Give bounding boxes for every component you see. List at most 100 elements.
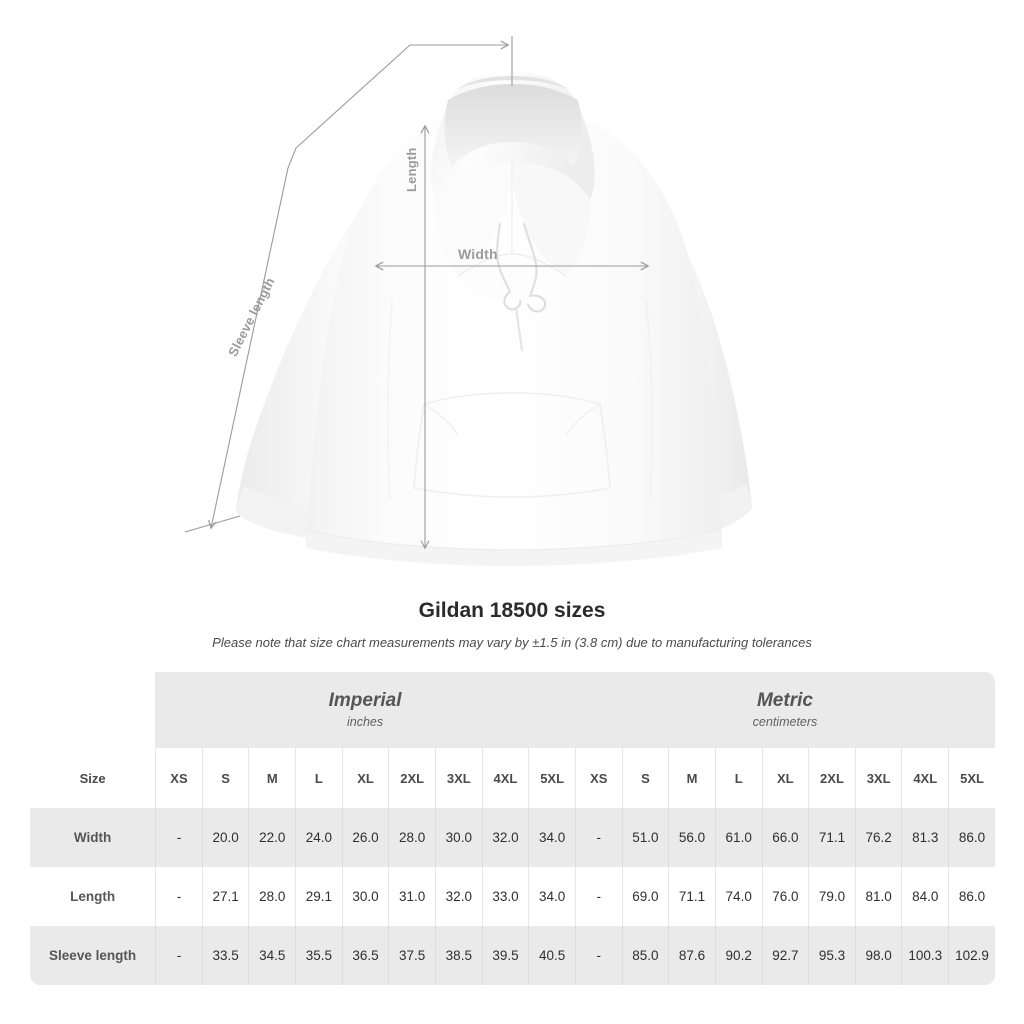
size-chart-table: Imperial inches Metric centimeters Size XS S M L… [30,672,995,985]
cell-sleeve-length-imperial-xs: - [155,926,202,985]
cell-length-imperial-xs: - [155,867,202,926]
hoodie-garment [236,72,752,566]
size-header-cell-xs-metric: XS [574,748,622,808]
size-header-cell-4xl-metric: 4XL [901,748,949,808]
size-header-cell-xl-metric: XL [761,748,809,808]
cell-sleeve-length-metric-m: 87.6 [668,926,715,985]
size-header-cell-5xl-metric: 5XL [948,748,995,808]
cell-width-imperial-m: 22.0 [248,808,296,867]
cell-length-imperial-m: 28.0 [248,867,296,926]
row-label-width: Width [30,808,156,867]
table-row: Sleeve length -33.5 34.5 35.5 36.5 37.5 38.5 39… [30,926,995,985]
size-header-cell-2xl-metric: 2XL [808,748,855,808]
cell-sleeve-length-imperial-5xl: 40.5 [528,926,575,985]
cell-width-imperial-4xl: 32.0 [481,808,529,867]
dimension-lines [184,36,650,550]
size-header-cell-2xl-imperial: 2XL [388,748,435,808]
unit-group-blank-cell [30,672,156,748]
size-header-label: Size [30,748,156,808]
cell-length-metric-5xl: 86.0 [948,867,995,926]
cell-length-metric-3xl: 81.0 [854,867,902,926]
unit-group-subtitle: inches [346,715,384,729]
cell-sleeve-length-metric-s: 85.0 [621,926,669,985]
cell-width-metric-m: 56.0 [668,808,715,867]
cell-length-imperial-2xl: 31.0 [388,867,435,926]
cell-width-imperial-5xl: 34.0 [528,808,575,867]
cell-width-imperial-xl: 26.0 [341,808,389,867]
cell-width-metric-5xl: 86.0 [948,808,995,867]
cell-width-metric-xl: 66.0 [761,808,809,867]
cell-sleeve-length-imperial-s: 33.5 [201,926,249,985]
sleeve-end-tick [184,515,241,533]
hoodie-svg [184,36,752,566]
unit-group-name: Imperial [328,690,402,711]
cell-length-imperial-5xl: 34.0 [528,867,575,926]
cell-width-imperial-s: 20.0 [201,808,249,867]
sleeve-leader-diagonal [295,44,411,149]
unit-group-metric: Metric centimeters [574,672,995,748]
cell-length-imperial-l: 29.1 [295,867,342,926]
cell-width-metric-s: 51.0 [621,808,669,867]
cell-sleeve-length-metric-4xl: 100.3 [901,926,949,985]
cell-length-metric-xl: 76.0 [761,867,809,926]
page-title: Gildan 18500 sizes [418,599,606,622]
cell-sleeve-length-imperial-xl: 36.5 [341,926,389,985]
row-label-sleeve-length: Sleeve length [30,926,156,985]
unit-group-header-row: Imperial inches Metric centimeters [30,672,995,748]
hoodie-measurement-diagram: Width Length Sleeve length [184,36,752,566]
cell-length-metric-4xl: 84.0 [901,867,949,926]
cell-width-imperial-xs: - [155,808,202,867]
cell-length-metric-xs: - [574,867,622,926]
cell-sleeve-length-imperial-m: 34.5 [248,926,296,985]
cell-length-metric-2xl: 79.0 [808,867,855,926]
cell-sleeve-length-metric-3xl: 98.0 [854,926,902,985]
row-label-length: Length [30,867,156,926]
size-header-cell-l-metric: L [714,748,762,808]
size-header-cell-l-imperial: L [295,748,342,808]
cell-sleeve-length-metric-2xl: 95.3 [808,926,855,985]
unit-group-subtitle: centimeters [752,715,818,729]
title-block: Gildan 18500 sizes Please note that size… [0,596,1024,652]
cell-length-imperial-xl: 30.0 [341,867,389,926]
size-header-cell-5xl-imperial: 5XL [528,748,575,808]
unit-group-name: Metric [756,690,813,711]
cell-length-metric-l: 74.0 [714,867,762,926]
size-header-cell-s-imperial: S [201,748,249,808]
cell-width-metric-xs: - [574,808,622,867]
tolerance-note: Please note that size chart measurements… [212,635,812,650]
cell-width-imperial-3xl: 30.0 [435,808,482,867]
cell-sleeve-length-imperial-3xl: 38.5 [435,926,482,985]
table-row: Width -20.0 22.0 24.0 26.0 28.0 30.0 32.0 34.0-5… [30,808,995,867]
unit-group-imperial: Imperial inches [155,672,575,748]
size-header-cell-m-metric: M [668,748,715,808]
size-header-cell-3xl-imperial: 3XL [435,748,482,808]
cell-width-metric-l: 61.0 [714,808,762,867]
sleeve-measure-line [208,167,289,530]
cell-sleeve-length-metric-l: 90.2 [714,926,762,985]
sleeve-leader-kink [287,147,297,169]
size-header-cell-m-imperial: M [248,748,296,808]
cell-length-imperial-3xl: 32.0 [435,867,482,926]
cell-sleeve-length-imperial-2xl: 37.5 [388,926,435,985]
size-header-cell-xl-imperial: XL [341,748,389,808]
size-header-row: Size XS S M L XL 2XL 3XL 4XL 5XL XS S M L XL 2XL 3XL 4XL 5… [30,748,995,808]
cell-length-metric-s: 69.0 [621,867,669,926]
cell-sleeve-length-metric-xs: - [574,926,622,985]
size-chart-table-wrapper: Imperial inches Metric centimeters Size XS S M L… [30,672,995,985]
size-header-cell-4xl-imperial: 4XL [481,748,529,808]
cell-length-imperial-4xl: 33.0 [481,867,529,926]
length-dimension-label: Length [404,147,419,192]
cell-width-imperial-l: 24.0 [295,808,342,867]
cell-width-imperial-2xl: 28.0 [388,808,435,867]
table-row: Length -27.1 28.0 29.1 30.0 31.0 32.0 33.0 34.0-… [30,867,995,926]
size-header-cell-3xl-metric: 3XL [854,748,902,808]
cell-width-metric-4xl: 81.3 [901,808,949,867]
table-body: Imperial inches Metric centimeters Size XS S M L… [30,672,995,985]
cell-sleeve-length-imperial-4xl: 39.5 [481,926,529,985]
cell-length-metric-m: 71.1 [668,867,715,926]
cell-width-metric-2xl: 71.1 [808,808,855,867]
size-header-cell-xs-imperial: XS [155,748,202,808]
cell-sleeve-length-metric-5xl: 102.9 [948,926,995,985]
cell-sleeve-length-imperial-l: 35.5 [295,926,342,985]
cell-length-imperial-s: 27.1 [201,867,249,926]
